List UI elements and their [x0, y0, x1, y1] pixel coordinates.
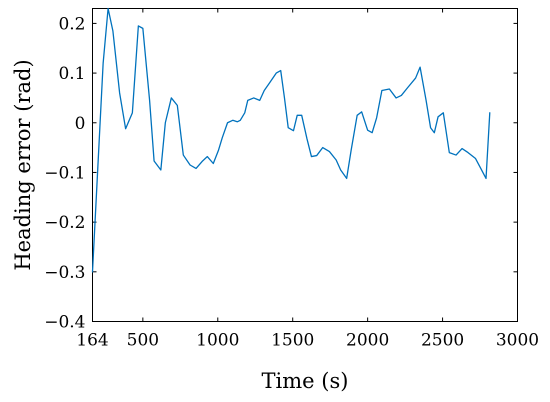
series-layer	[91, 7, 491, 273]
y-tick-label: −0.3	[44, 263, 85, 283]
y-tick-label: 0	[75, 114, 86, 134]
x-tick-label: 500	[127, 331, 159, 351]
x-tick-label: 2500	[421, 331, 464, 351]
y-tick-label: −0.1	[44, 163, 85, 183]
y-tick-label: −0.4	[44, 313, 85, 333]
y-tick-label: 0.2	[58, 14, 85, 34]
x-tick-label: 164	[76, 331, 108, 351]
y-tick-label: −0.2	[44, 213, 85, 233]
x-tick-label: 3000	[496, 331, 539, 351]
y-axis-ticks: −0.4 −0.3 −0.2 −0.1 0 0.1 0.2	[44, 14, 518, 333]
x-axis-label: Time (s)	[262, 369, 349, 393]
x-tick-label: 2000	[346, 331, 389, 351]
x-axis-ticks: 164 500 1000 1500 2000 2500 3000	[76, 8, 539, 351]
plot-area-frame	[92, 8, 518, 322]
x-tick-label: 1500	[271, 331, 314, 351]
y-tick-label: 0.1	[58, 64, 85, 84]
series-line	[91, 7, 491, 273]
x-tick-label: 1000	[196, 331, 239, 351]
y-axis-label: Heading error (rad)	[11, 59, 35, 270]
